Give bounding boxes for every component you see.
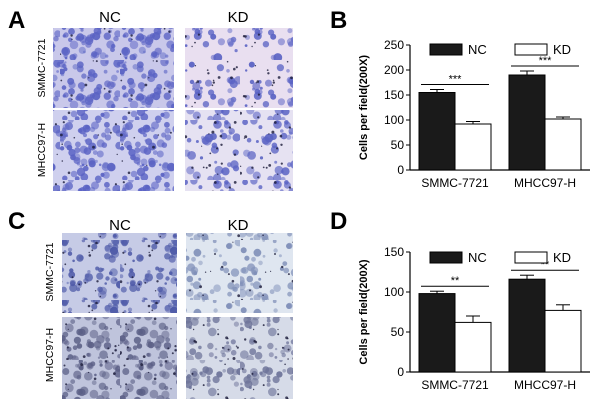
col-header-kd-a: KD [228,9,249,26]
significance-stars: ** [541,259,550,271]
row-label-mhcc-a: MHCC97-H [36,123,48,177]
bar-nc-0 [418,92,456,171]
micrograph-c-smmc-kd [186,233,293,313]
chart-b: B 0 50 100 150 200 250 Cells per field(200X) **… [330,7,590,190]
y-tick-label: 50 [391,325,405,339]
y-tick-label: 0 [397,163,404,177]
y-axis-label: Cells per field(200X) [358,259,370,364]
bar-kd-1 [544,309,582,373]
panel-label-d: D [330,208,347,235]
col-header-kd-c: KD [228,217,249,234]
legend-label-nc: NC [468,42,487,57]
row-label-smmc-a: SMMC-7721 [36,38,48,97]
legend-swatch-nc [429,43,463,56]
x-tick-label: MHCC97-H [514,176,576,190]
panel-label-a: A [8,7,25,34]
y-axis-label: Cells per field(200X) [358,55,370,160]
bar-kd-1 [544,118,582,171]
significance-stars: *** [539,55,553,67]
legend-swatch-nc [429,251,463,264]
bar-kd-0 [454,321,492,373]
bar-nc-1 [508,74,546,171]
micrograph-a-mhcc-nc [53,110,174,191]
y-tick-label: 150 [384,245,404,259]
x-tick-label: SMMC-7721 [421,176,489,190]
micrograph-a-smmc-kd [185,28,293,108]
y-tick-label: 150 [384,88,404,102]
panel-label-c: C [8,208,25,235]
y-tick-label: 250 [384,38,404,52]
legend-swatch-kd [514,43,548,56]
micrograph-c-smmc-nc [62,233,177,313]
bar-nc-1 [508,278,546,373]
y-tick-label: 200 [384,63,404,77]
col-header-nc-a: NC [99,9,121,26]
y-tick-label: 100 [384,113,404,127]
legend-label-nc: NC [468,250,487,265]
panel-c: C NC KD SMMC-7721 MHCC97-H [8,208,293,399]
legend-label-kd: KD [553,42,571,57]
significance-stars: *** [449,74,463,86]
legend-swatch-kd [514,251,548,264]
legend-label-kd: KD [553,250,571,265]
x-tick-label: SMMC-7721 [421,378,489,392]
significance-stars: ** [451,275,460,287]
micrograph-c-mhcc-kd [186,317,293,399]
panel-label-b: B [330,7,347,34]
y-tick-label: 0 [397,365,404,379]
bar-nc-0 [418,293,456,373]
bar-kd-0 [454,123,492,171]
y-tick-label: 100 [384,285,404,299]
micrograph-a-smmc-nc [53,28,174,108]
row-label-smmc-c: SMMC-7721 [44,242,56,301]
row-label-mhcc-c: MHCC97-H [44,328,56,382]
y-tick-label: 50 [391,138,405,152]
chart-d: D 0 50 100 150 Cells per field(200X) ** SMMC-7… [330,208,590,392]
col-header-nc-c: NC [109,217,131,234]
micrograph-a-mhcc-kd [185,110,293,191]
micrograph-c-mhcc-nc [62,317,177,399]
x-tick-label: MHCC97-H [514,378,576,392]
panel-a: A NC KD SMMC-7721 MHCC97-H [8,7,293,191]
